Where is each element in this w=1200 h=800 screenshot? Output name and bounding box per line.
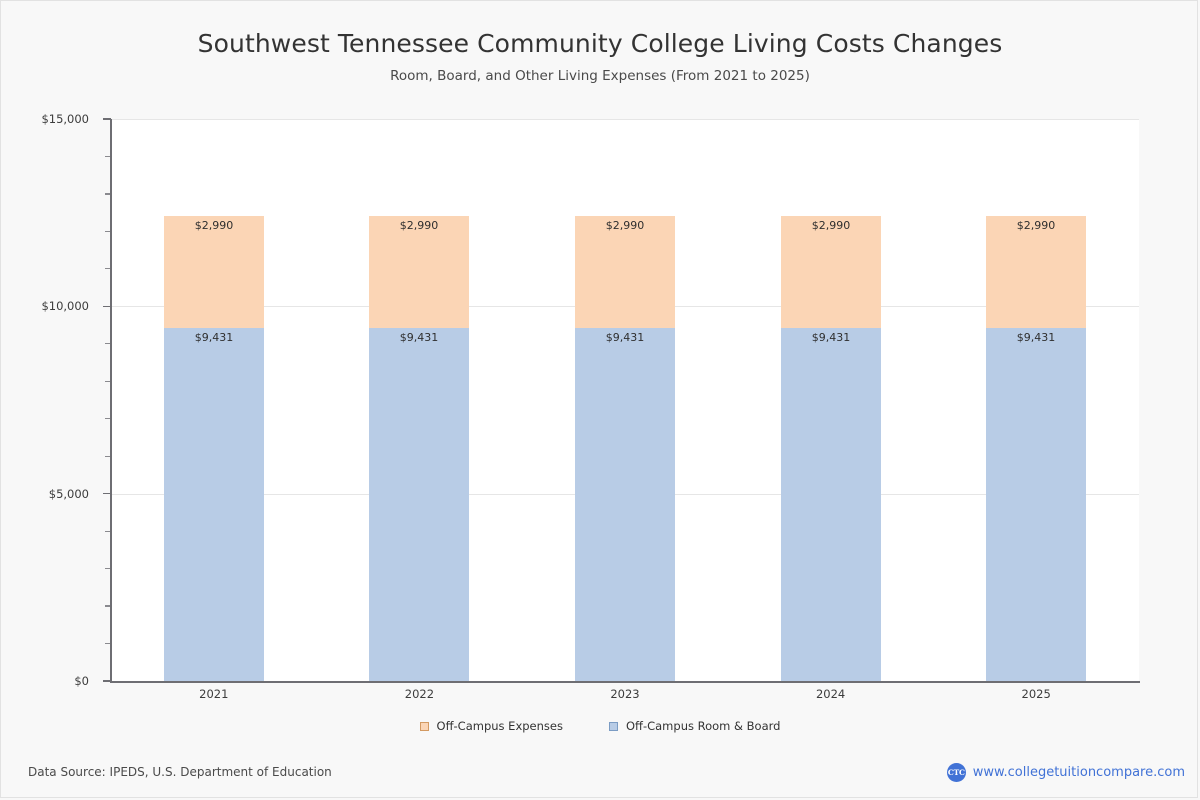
y-axis-tick-minor xyxy=(105,155,111,158)
bar-value-label: $2,990 xyxy=(194,218,234,232)
bar-segment[interactable]: $9,431 xyxy=(575,327,675,681)
y-axis-tick-label: $15,000 xyxy=(41,112,89,126)
y-axis-tick-major xyxy=(103,492,111,495)
legend-label: Off-Campus Room & Board xyxy=(625,719,781,733)
x-axis-tick-label: 2021 xyxy=(199,687,229,701)
x-axis-tick-label: 2022 xyxy=(404,687,435,701)
bar-group-2021[interactable]: $9,431 $2,990 xyxy=(164,119,264,681)
y-axis-tick-minor xyxy=(105,642,111,645)
bar-segment[interactable]: $2,990 xyxy=(986,215,1086,328)
bar-group-2023[interactable]: $9,431 $2,990 xyxy=(575,119,675,681)
bar-value-label: $9,431 xyxy=(605,330,645,344)
y-axis-tick-minor xyxy=(105,268,111,270)
y-axis-tick-minor xyxy=(105,530,111,532)
data-source-text: Data Source: IPEDS, U.S. Department of E… xyxy=(28,765,332,779)
brand-url-text: www.collegetuitioncompare.com xyxy=(972,765,1185,780)
bar-group-2025[interactable]: $9,431 $2,990 xyxy=(986,119,1086,681)
bar-group-2024[interactable]: $9,431 $2,990 xyxy=(781,119,881,681)
y-axis-tick-minor xyxy=(105,418,111,420)
y-axis-tick-major xyxy=(103,680,111,682)
y-axis-tick-major xyxy=(103,305,111,308)
y-axis-tick-major xyxy=(103,118,111,120)
bar-segment[interactable]: $9,431 xyxy=(986,327,1086,681)
y-axis-tick-minor xyxy=(105,380,111,382)
y-axis-tick-label: $10,000 xyxy=(41,299,89,314)
y-axis-tick-minor xyxy=(105,568,111,570)
legend-item-off-campus-room-and-board[interactable]: Off-Campus Room & Board xyxy=(608,719,781,733)
chart-legend: Off-Campus Expenses Off-Campus Room & Bo… xyxy=(1,719,1199,733)
y-axis-tick-minor xyxy=(105,455,111,457)
x-axis-tick-label: 2024 xyxy=(815,687,846,701)
gridline xyxy=(111,119,1139,120)
bar-segment[interactable]: $9,431 xyxy=(164,327,264,681)
ctc-logo-icon: CTC xyxy=(946,763,966,782)
y-axis-tick-minor xyxy=(105,605,111,607)
bar-value-label: $9,431 xyxy=(399,330,439,344)
x-axis-tick-label: 2025 xyxy=(1021,687,1051,701)
bar-segment[interactable]: $9,431 xyxy=(369,327,469,681)
page-title: Southwest Tennessee Community College Li… xyxy=(197,29,1003,58)
page-subtitle: Room, Board, and Other Living Expenses (… xyxy=(390,68,810,84)
legend-item-off-campus-expenses[interactable]: Off-Campus Expenses xyxy=(419,719,563,733)
legend-label: Off-Campus Expenses xyxy=(436,719,563,733)
bar-value-label: $2,990 xyxy=(811,218,851,232)
bar-segment[interactable]: $2,990 xyxy=(164,215,264,328)
bar-segment[interactable]: $2,990 xyxy=(781,215,881,328)
y-axis-tick-label: $5,000 xyxy=(48,486,89,501)
bar-value-label: $2,990 xyxy=(1016,218,1056,232)
bar-segment[interactable]: $2,990 xyxy=(369,215,469,328)
brand-link[interactable]: CTC www.collegetuitioncompare.com xyxy=(946,763,1185,782)
title-block: Southwest Tennessee Community College Li… xyxy=(1,29,1199,84)
legend-swatch-icon xyxy=(608,721,618,731)
bar-value-label: $2,990 xyxy=(399,218,439,232)
bar-segment[interactable]: $2,990 xyxy=(575,215,675,328)
bar-value-label: $9,431 xyxy=(811,330,851,344)
y-axis-tick-minor xyxy=(105,230,111,232)
y-axis-tick-minor xyxy=(105,343,111,345)
y-axis-tick-label: $0 xyxy=(74,674,89,688)
x-axis-line xyxy=(110,681,1140,683)
bar-value-label: $2,990 xyxy=(605,218,645,232)
y-axis-line xyxy=(110,119,112,681)
bar-value-label: $9,431 xyxy=(1016,330,1056,344)
legend-swatch-icon xyxy=(419,721,429,731)
y-axis-tick-minor xyxy=(105,193,111,195)
bar-segment[interactable]: $9,431 xyxy=(781,327,881,681)
bar-value-label: $9,431 xyxy=(194,330,234,344)
x-axis-tick-label: 2023 xyxy=(610,687,640,701)
bar-group-2022[interactable]: $9,431 $2,990 xyxy=(369,119,469,681)
